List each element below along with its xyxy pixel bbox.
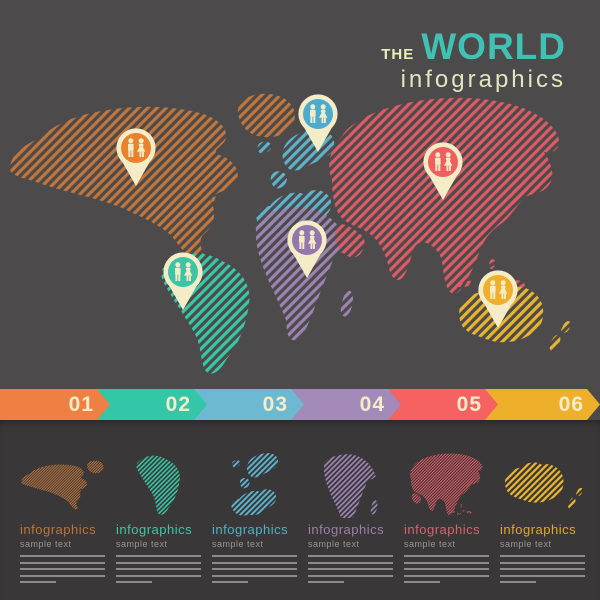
card-africa: infographics sample text xyxy=(308,420,393,583)
title-subtitle: infographics xyxy=(400,66,566,93)
step-number: 04 xyxy=(359,393,385,416)
step-segment-04: 04 xyxy=(291,389,401,420)
card-australia: infographics sample text xyxy=(500,420,585,583)
placeholder-lines xyxy=(404,555,489,583)
thumbnail-australia xyxy=(504,462,583,509)
world-map xyxy=(9,93,571,374)
step-segment-03: 03 xyxy=(194,389,304,420)
step-number: 03 xyxy=(262,393,288,416)
card-south-america: infographics sample text xyxy=(116,420,201,583)
card-title: infographics xyxy=(116,522,193,537)
step-segment-06: 06 xyxy=(485,389,600,420)
thumbnail-europe xyxy=(231,453,279,516)
page-title: THE WORLD infographics xyxy=(381,28,566,92)
placeholder-lines xyxy=(500,555,585,583)
map-pin-north-america xyxy=(116,128,156,186)
card-title: infographics xyxy=(20,522,97,537)
placeholder-lines xyxy=(308,555,393,583)
step-number: 05 xyxy=(456,393,482,416)
map-pin-south-america xyxy=(163,252,203,310)
card-subtitle: sample text xyxy=(500,539,552,549)
placeholder-lines xyxy=(212,555,297,583)
placeholder-lines xyxy=(116,555,201,583)
step-segment-01: 01 xyxy=(0,389,110,420)
map-pin-australia xyxy=(478,270,518,328)
card-asia: infographics sample text xyxy=(404,420,489,583)
card-subtitle: sample text xyxy=(308,539,360,549)
thumbnail-africa xyxy=(323,454,378,518)
card-subtitle: sample text xyxy=(212,539,264,549)
card-title: infographics xyxy=(212,522,289,537)
title-the: THE xyxy=(381,46,415,63)
card-title: infographics xyxy=(308,522,385,537)
region-cards: infographics sample text infographics sa… xyxy=(20,420,585,583)
placeholder-lines xyxy=(20,555,105,583)
title-world: WORLD xyxy=(421,26,566,67)
card-subtitle: sample text xyxy=(116,539,168,549)
step-number: 02 xyxy=(165,393,191,416)
steps-banner: 01 02 03 04 05 06 xyxy=(0,389,600,420)
map-pin-africa xyxy=(287,220,327,278)
thumbnail-south-america xyxy=(136,455,180,515)
card-title: infographics xyxy=(500,522,577,537)
footer-panel: infographics sample text infographics sa… xyxy=(0,420,600,600)
card-subtitle: sample text xyxy=(20,539,72,549)
thumbnail-asia xyxy=(410,453,483,516)
map-pin-asia xyxy=(423,142,463,200)
card-title: infographics xyxy=(404,522,481,537)
step-number: 06 xyxy=(558,393,584,416)
card-subtitle: sample text xyxy=(404,539,456,549)
card-north-america: infographics sample text xyxy=(20,420,105,583)
map-pin-europe xyxy=(298,94,338,152)
step-segment-05: 05 xyxy=(388,389,498,420)
thumbnail-north-america xyxy=(21,460,104,510)
step-segment-02: 02 xyxy=(97,389,207,420)
step-number: 01 xyxy=(68,393,94,416)
card-europe: infographics sample text xyxy=(212,420,297,583)
